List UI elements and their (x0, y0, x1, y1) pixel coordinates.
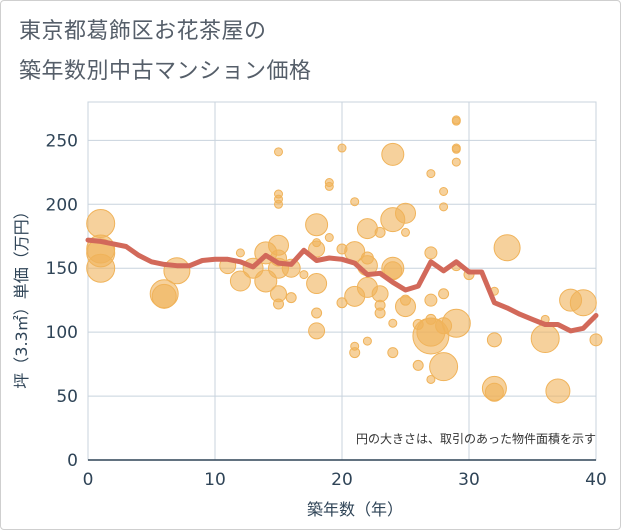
bubble-point (299, 270, 309, 280)
y-tick-label: 250 (46, 131, 78, 151)
bubble-point (312, 238, 322, 248)
bubble-point (424, 246, 438, 260)
bubble-point (311, 307, 323, 319)
bubble-point (324, 181, 334, 191)
bubble-point (589, 333, 603, 347)
bubble-point (324, 233, 334, 243)
bubble-point (569, 289, 597, 317)
size-note: 円の大きさは、取引のあった物件面積を示す (356, 431, 596, 446)
bubble-point (426, 169, 436, 179)
bubble-point (451, 157, 461, 167)
bubble-point (350, 197, 360, 207)
bubble-point (308, 322, 326, 340)
y-tick-label: 100 (46, 323, 78, 343)
y-tick-label: 150 (46, 259, 78, 279)
bubble-point (235, 248, 245, 258)
bubble-point (362, 336, 372, 346)
bubble-point (229, 270, 251, 292)
bubble-point (530, 324, 560, 354)
y-axis-title: 坪（3.3㎡）単価（万円） (12, 203, 31, 388)
bubble-point (439, 187, 449, 196)
bubble-point (381, 142, 405, 166)
y-tick-label: 0 (67, 451, 78, 471)
bubble-series (86, 115, 603, 404)
bubble-point (86, 253, 116, 283)
bubble-point (371, 285, 389, 303)
x-axis-title: 築年数（年） (307, 500, 403, 519)
axes: 0 10 20 30 40 0 50 100 150 200 250 (46, 131, 607, 490)
bubble-point (273, 298, 284, 310)
bubble-point (337, 143, 347, 153)
bubble-point (429, 352, 459, 382)
x-tick-label: 10 (204, 470, 226, 490)
bubble-point (484, 382, 504, 402)
bubble-point (305, 213, 329, 237)
y-tick-label: 50 (56, 387, 78, 407)
bubble-point (151, 283, 177, 309)
bubble-point (412, 359, 424, 371)
x-tick-label: 40 (585, 470, 607, 490)
bubble-point (439, 202, 449, 212)
trend-line-series (85, 237, 599, 334)
x-tick-label: 20 (331, 470, 353, 490)
bubble-point (86, 208, 116, 238)
bubble-point (441, 308, 471, 338)
bubble-point (451, 116, 461, 126)
chart-title-line-1: 東京都葛飾区お花茶屋の (19, 19, 267, 44)
bubble-point (545, 378, 571, 404)
bubble-point (285, 292, 297, 304)
bubble-point (424, 293, 438, 307)
y-tick-label: 200 (46, 195, 78, 215)
bubble-point (163, 257, 191, 285)
bubble-point (401, 227, 410, 237)
bubble-point (356, 218, 378, 240)
bubble-point (451, 144, 461, 154)
bubble-point (374, 307, 386, 319)
bubble-point (388, 318, 398, 328)
bubble-point (306, 273, 328, 295)
bubble-point (387, 347, 399, 359)
chart-title-line-2: 築年数別中古マンション価格 (19, 59, 312, 84)
bubble-point (395, 296, 416, 318)
bubble-point (426, 374, 436, 384)
bubble-point (374, 226, 386, 238)
bubble-point (349, 347, 361, 359)
trend-line (85, 237, 599, 334)
bubble-point (486, 332, 502, 348)
x-tick-label: 30 (458, 470, 480, 490)
x-tick-label: 0 (83, 470, 94, 490)
bubble-point (493, 234, 521, 262)
bubble-point (274, 199, 283, 209)
bubble-point (395, 202, 416, 224)
bubble-point (274, 147, 283, 157)
grid (87, 101, 597, 461)
bubble-point (438, 288, 450, 300)
